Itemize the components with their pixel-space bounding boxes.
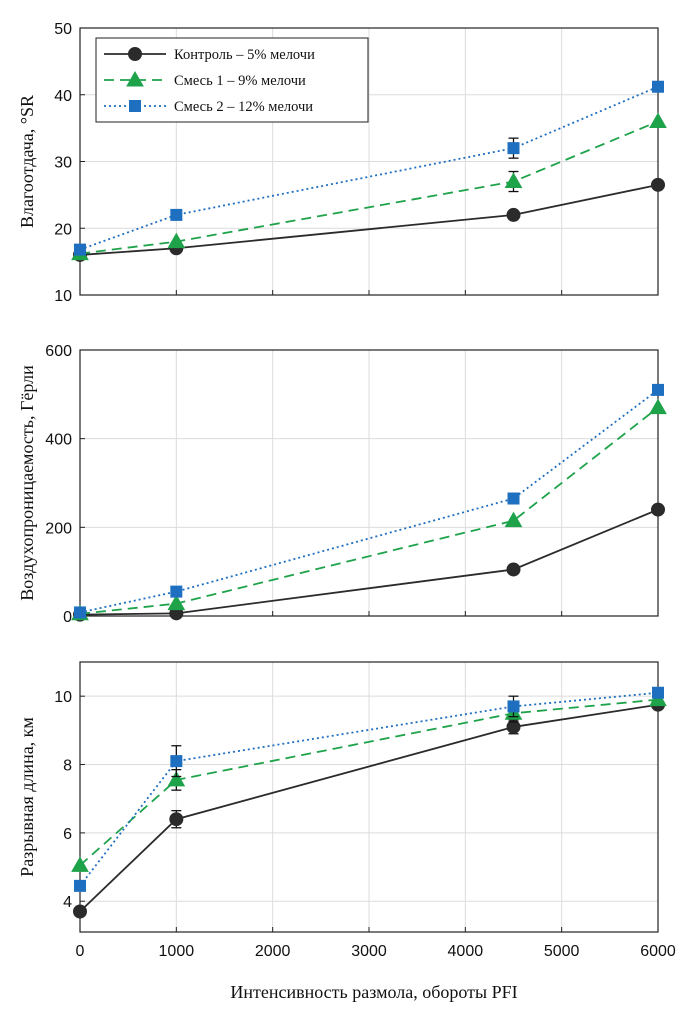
panel3-series-mix2-line: [79, 691, 659, 887]
legend-marker-mix1: [126, 70, 144, 87]
panel1-ytick-label: 40: [54, 88, 72, 105]
panel1-series-mix1-line: [79, 120, 659, 255]
panel1-point-control-3: [651, 177, 665, 192]
panel2-point-mix2-1: [170, 585, 183, 598]
panel3-point-mix1-0: [71, 856, 89, 872]
panel1-point-mix2-1: [170, 208, 183, 221]
legend-marker-control: [128, 47, 142, 61]
panel3-xtick-label: 4000: [448, 943, 484, 960]
panel2-point-control-2: [506, 562, 521, 577]
panel1-point-mix1-3: [649, 112, 667, 128]
panel3-point-mix2-1: [170, 755, 183, 768]
panel2-point-mix2-3: [652, 383, 664, 396]
panel3-xtick-label: 0: [76, 943, 85, 960]
panel1-point-mix2-3: [652, 80, 664, 93]
panel3-xtick-label: 6000: [640, 943, 676, 960]
panel3-point-mix2-3: [652, 686, 664, 699]
panel2-axes-frame: [79, 349, 659, 617]
panel2-ytick-label: 200: [45, 520, 72, 537]
panel1-y-axis-label: Влагоотдача, °SR: [17, 95, 37, 228]
panel3-axes-frame: [79, 661, 659, 933]
panel2-ytick-label: 400: [45, 432, 72, 449]
panel2-point-mix1-2: [504, 511, 523, 528]
legend-label-mix1: Смесь 1 – 9% мелочи: [174, 73, 306, 89]
legend-label-mix2: Смесь 2 – 12% мелочи: [174, 99, 313, 115]
panel1-point-mix1-1: [167, 232, 186, 249]
panel3-ytick-label: 4: [63, 894, 72, 911]
panel1-series-mix2-line: [79, 85, 659, 251]
panel3-xtick-label: 1000: [159, 943, 195, 960]
panel2-series-mix1-line: [79, 406, 659, 615]
panel2-point-mix1-3: [649, 398, 667, 415]
panel3-point-mix2-0: [74, 879, 86, 892]
panel1-ytick-label: 10: [54, 288, 72, 305]
panel3-point-control-0: [73, 904, 87, 919]
panel3-ytick-label: 8: [63, 758, 72, 775]
panel1-point-mix2-0: [74, 243, 86, 256]
panel1-point-mix2-2: [507, 142, 520, 155]
x-axis-label: Интенсивность размола, обороты PFI: [230, 982, 517, 1002]
panel3-series-mix1-line: [79, 698, 659, 867]
panel3-series-control-line: [79, 703, 659, 913]
panel2-ytick-label: 0: [63, 609, 72, 626]
panel1-ytick-label: 50: [54, 21, 72, 38]
panel2-point-mix2-2: [507, 492, 520, 505]
panel1-ytick-label: 20: [54, 221, 72, 238]
panel2-series-control-line: [79, 508, 659, 616]
panel3-point-mix1-1: [167, 770, 186, 787]
panel3-xtick-label: 2000: [255, 943, 291, 960]
panel1-series-control-line: [79, 183, 659, 256]
panel3-xtick-label: 3000: [351, 943, 387, 960]
panel3-ytick-label: 6: [63, 826, 72, 843]
panel1-point-control-2: [506, 207, 521, 222]
panel2-y-axis-label: Воздухопроницаемость, Гёрли: [17, 365, 37, 601]
legend-label-control: Контроль – 5% мелочи: [174, 47, 315, 63]
panel2-ytick-label: 600: [45, 343, 72, 360]
panel3-ytick-label: 10: [54, 689, 72, 706]
panel1-axes-frame: [79, 27, 659, 296]
panel3-point-mix2-2: [507, 700, 520, 713]
panel3-y-axis-label: Разрывная длина, км: [17, 717, 37, 877]
legend-marker-mix2: [129, 100, 141, 112]
panel2-point-control-3: [651, 502, 665, 517]
panel1-ytick-label: 30: [54, 155, 72, 172]
panel1-point-mix1-2: [504, 172, 523, 189]
panel2-point-mix2-0: [74, 606, 86, 619]
panel3-point-control-1: [169, 812, 184, 827]
panel2-point-mix1-1: [167, 594, 186, 611]
panel3-xtick-label: 5000: [544, 943, 580, 960]
